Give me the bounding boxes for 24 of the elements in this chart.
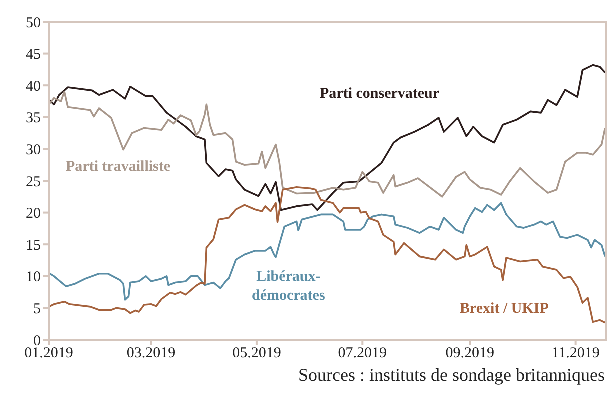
y-tick-label: 40 bbox=[26, 78, 41, 95]
line-series bbox=[49, 186, 606, 324]
y-tick-label: 30 bbox=[26, 142, 41, 159]
y-tick-label: 50 bbox=[26, 15, 41, 32]
x-tick-label: 11.2019 bbox=[552, 346, 600, 362]
series-label: Libéraux-démocrates bbox=[252, 268, 326, 306]
y-tick-label: 15 bbox=[26, 238, 41, 254]
y-tick-label: 5 bbox=[34, 302, 41, 318]
y-tick-label: 45 bbox=[26, 47, 41, 64]
x-tick-label: 09.2019 bbox=[446, 346, 494, 362]
y-tick-label: 35 bbox=[26, 110, 41, 127]
x-tick-label: 07.2019 bbox=[338, 346, 388, 362]
series-label: Parti travailliste bbox=[66, 158, 171, 177]
x-tick-label: 05.2019 bbox=[232, 346, 282, 362]
x-tick-label: 03.2019 bbox=[126, 346, 176, 362]
series-label: Parti conservateur bbox=[320, 85, 440, 104]
source-note: Sources : instituts de sondage britanniques bbox=[298, 364, 605, 386]
line-series bbox=[49, 64, 606, 212]
y-tick-label: 20 bbox=[26, 206, 41, 222]
series-label: Brexit / UKIP bbox=[460, 300, 549, 319]
y-tick-label: 25 bbox=[26, 174, 41, 190]
line-series bbox=[49, 202, 606, 301]
y-tick-label: 10 bbox=[26, 270, 41, 286]
x-tick-label: 01.2019 bbox=[24, 346, 74, 362]
